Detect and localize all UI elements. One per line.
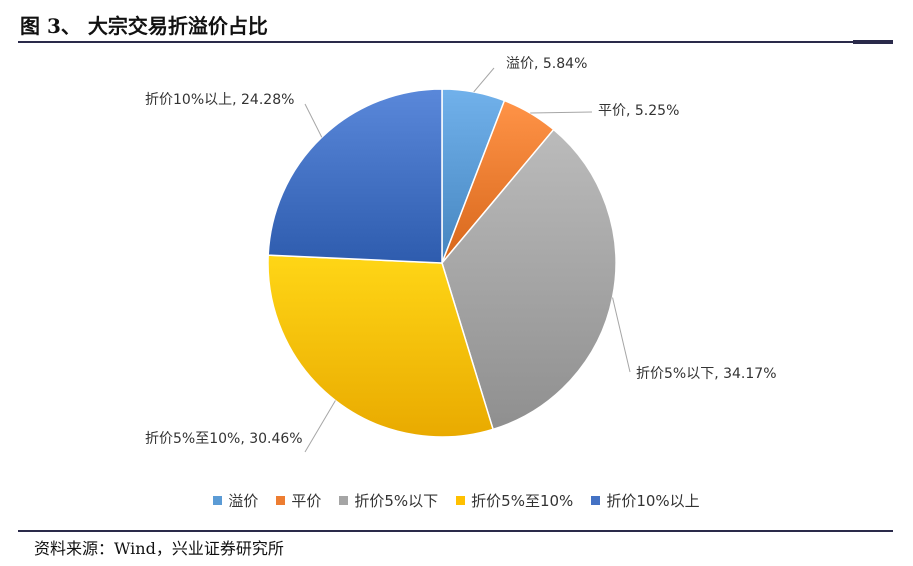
- legend-swatch-2: [276, 496, 286, 505]
- data-label-1: 溢价, 5.84%: [506, 56, 587, 72]
- legend-item-2: 平价: [276, 490, 321, 511]
- legend-item-3: 折价5%以下: [339, 490, 438, 511]
- legend-swatch-1: [213, 496, 223, 505]
- legend-label-3: 折价5%以下: [354, 492, 439, 510]
- legend-swatch-5: [591, 496, 601, 505]
- data-label-4: 折价5%至10%, 30.46%: [145, 431, 303, 447]
- legend-item-5: 折价10%以上: [591, 490, 700, 511]
- leader-line-2: [530, 111, 593, 114]
- pie-slice-4: [267, 254, 494, 438]
- top-rule: [18, 41, 893, 43]
- legend-swatch-4: [456, 496, 466, 505]
- leader-line-4: [304, 400, 336, 453]
- legend-label-2: 平价: [291, 492, 322, 510]
- leader-line-1: [473, 67, 495, 93]
- figure-title: 图 3、 大宗交易折溢价占比: [20, 14, 268, 38]
- pie-slice-3: [441, 128, 617, 431]
- legend-label-1: 溢价: [228, 492, 259, 510]
- legend-swatch-3: [339, 496, 349, 505]
- top-rule-accent: [853, 40, 893, 44]
- source-note: 资料来源：Wind，兴业证券研究所: [34, 539, 284, 558]
- data-label-2: 平价, 5.25%: [598, 103, 679, 119]
- data-label-3: 折价5%以下, 34.17%: [636, 366, 777, 382]
- data-label-5: 折价10%以上, 24.28%: [145, 92, 294, 108]
- chart-legend: 溢价 平价 折价5%以下 折价5%至10% 折价10%以上: [0, 490, 913, 511]
- leader-line-3: [612, 297, 631, 373]
- pie-chart: 溢价, 5.84% 平价, 5.25% 折价5%以下, 34.17% 折价5%至10%…: [145, 56, 777, 453]
- pie-slice-5: [267, 88, 443, 264]
- legend-label-5: 折价10%以上: [606, 492, 700, 510]
- legend-item-4: 折价5%至10%: [456, 490, 573, 511]
- leader-line-5: [304, 103, 323, 138]
- legend-label-4: 折价5%至10%: [471, 492, 574, 510]
- bottom-rule: [18, 530, 893, 532]
- legend-item-1: 溢价: [213, 490, 258, 511]
